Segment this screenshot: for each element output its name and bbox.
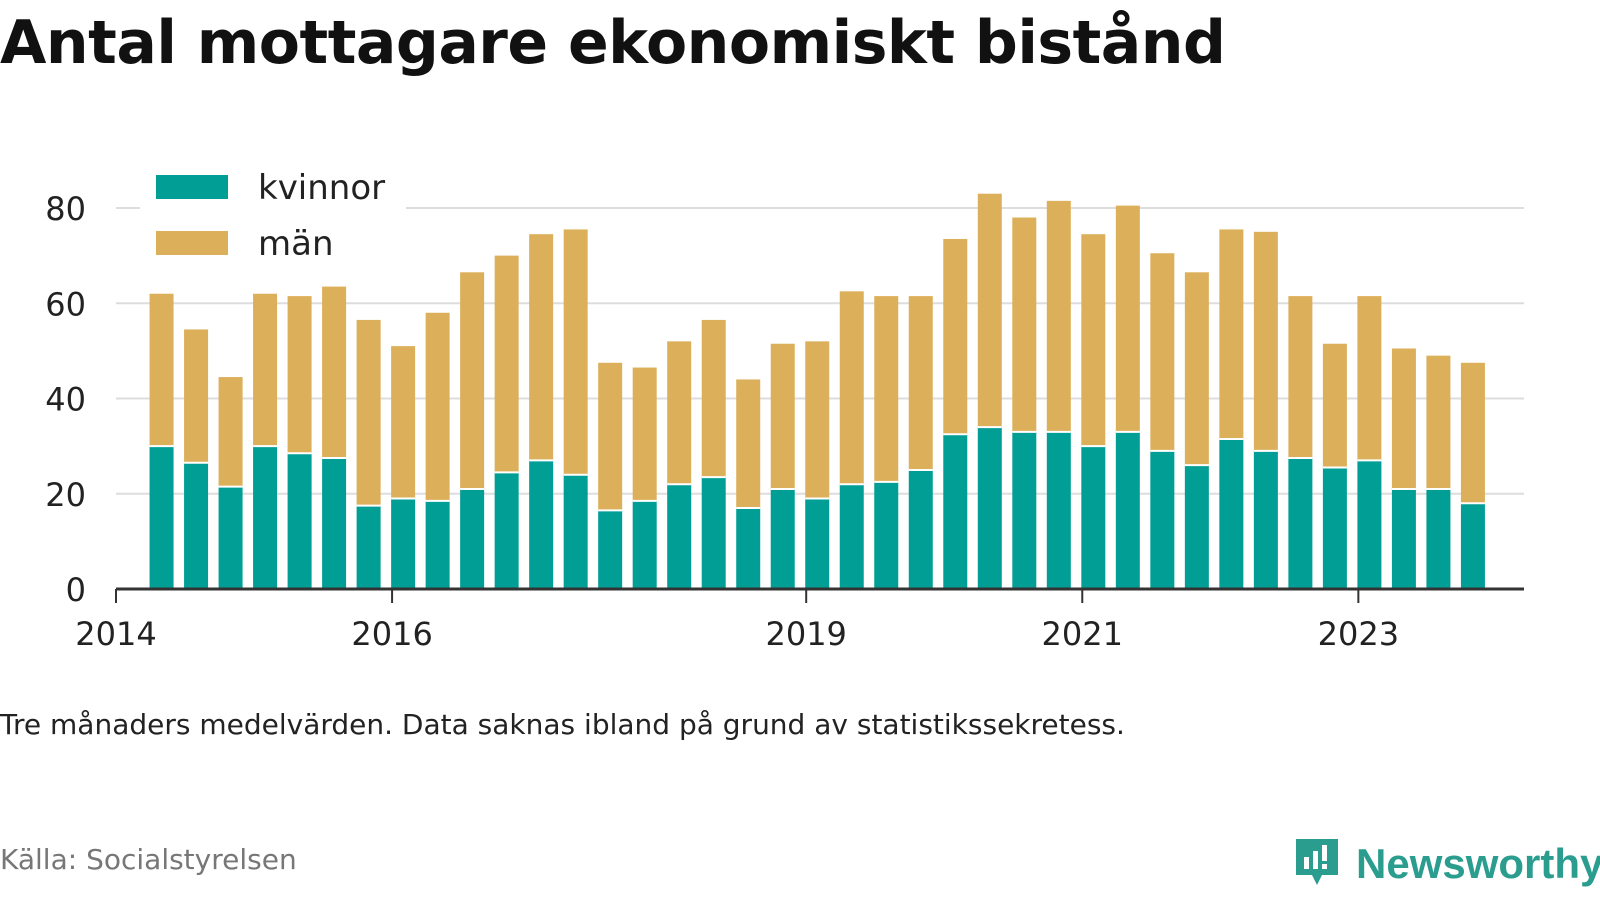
x-tick-label: 2014 xyxy=(75,615,156,653)
bar-kvinnor xyxy=(218,486,243,589)
bar-man xyxy=(1012,217,1037,432)
bar-kvinnor xyxy=(1322,467,1347,589)
bar-kvinnor xyxy=(1115,431,1140,589)
bar-kvinnor xyxy=(149,446,174,589)
bar-man xyxy=(770,343,795,489)
stacked-bar-chart: 0 20 40 60 80 2014 2016 2019 2021 2023 kvinnor män xyxy=(45,168,1524,653)
bar-kvinnor xyxy=(874,481,899,589)
bar-kvinnor xyxy=(529,460,554,589)
bar-kvinnor xyxy=(563,474,588,589)
bar-man xyxy=(874,296,899,482)
bar-man xyxy=(1219,229,1244,439)
bar-kvinnor xyxy=(805,498,830,589)
legend-label: kvinnor xyxy=(258,168,385,208)
bar-kvinnor xyxy=(1046,431,1071,589)
bar-man xyxy=(494,255,519,473)
x-tick-label: 2021 xyxy=(1042,615,1123,653)
bar-kvinnor xyxy=(460,488,485,589)
bar-kvinnor xyxy=(356,505,381,589)
bar-man xyxy=(391,346,416,499)
bar-man xyxy=(977,193,1002,428)
bar-man xyxy=(908,296,933,470)
legend-swatch xyxy=(156,175,228,199)
bar-man xyxy=(287,296,312,454)
x-tick-label: 2016 xyxy=(351,615,432,653)
bar-kvinnor xyxy=(736,508,761,589)
bar-kvinnor xyxy=(1184,465,1209,589)
bar-kvinnor xyxy=(1426,488,1451,589)
bar-man xyxy=(667,341,692,485)
x-tick-label: 2019 xyxy=(765,615,846,653)
bar-kvinnor xyxy=(1150,450,1175,589)
bar-kvinnor xyxy=(322,458,347,589)
bar-kvinnor xyxy=(494,472,519,589)
bar-kvinnor xyxy=(391,498,416,589)
y-tick-label: 20 xyxy=(45,476,86,514)
bar-man xyxy=(356,319,381,506)
bar-kvinnor xyxy=(425,500,450,589)
bar-man xyxy=(425,312,450,501)
chart-title: Antal mottagare ekonomiskt bistånd xyxy=(0,8,1226,78)
bar-man xyxy=(701,319,726,478)
bar-kvinnor xyxy=(1357,460,1382,589)
bar-man xyxy=(460,272,485,489)
bar-man xyxy=(1184,272,1209,466)
x-tick-label: 2023 xyxy=(1318,615,1399,653)
bar-man xyxy=(1115,205,1140,432)
bar-man xyxy=(253,293,278,447)
bar-man xyxy=(218,377,243,487)
newsworthy-logo-icon xyxy=(1292,835,1342,893)
bar-kvinnor xyxy=(253,446,278,589)
y-tick-label: 0 xyxy=(66,571,86,609)
bar-man xyxy=(839,291,864,485)
chart-note: Tre månaders medelvärden. Data saknas ib… xyxy=(0,708,1125,741)
source-label: Källa: Socialstyrelsen xyxy=(0,843,297,876)
bar-man xyxy=(1081,234,1106,447)
brand-logo[interactable]: Newsworthy xyxy=(1292,836,1600,892)
bar-man xyxy=(736,379,761,509)
bar-kvinnor xyxy=(1253,450,1278,589)
bar-kvinnor xyxy=(1081,446,1106,589)
bar-man xyxy=(632,367,657,501)
bar-kvinnor xyxy=(977,427,1002,589)
bar-kvinnor xyxy=(1012,431,1037,589)
bar-man xyxy=(805,341,830,499)
y-tick-label: 80 xyxy=(45,190,86,228)
bar-kvinnor xyxy=(701,477,726,589)
bar-man xyxy=(149,293,174,447)
bar-kvinnor xyxy=(632,500,657,589)
bar-kvinnor xyxy=(1460,503,1485,589)
bar-kvinnor xyxy=(943,434,968,589)
bar-kvinnor xyxy=(287,453,312,589)
bar-man xyxy=(1357,296,1382,461)
bar-kvinnor xyxy=(1288,458,1313,589)
legend-label: män xyxy=(258,224,334,264)
bar-man xyxy=(1253,231,1278,451)
bar-kvinnor xyxy=(1391,488,1416,589)
bar-man xyxy=(943,238,968,435)
y-tick-label: 40 xyxy=(45,381,86,419)
bar-man xyxy=(1046,200,1071,432)
bar-man xyxy=(184,329,209,463)
bar-man xyxy=(1426,355,1451,489)
bar-kvinnor xyxy=(839,484,864,589)
bar-man xyxy=(563,229,588,475)
bar-man xyxy=(1288,296,1313,459)
bar-kvinnor xyxy=(667,484,692,589)
y-tick-label: 60 xyxy=(45,285,86,323)
bar-kvinnor xyxy=(598,510,623,589)
bar-man xyxy=(1391,348,1416,489)
bar-man xyxy=(322,286,347,459)
bar-man xyxy=(1150,253,1175,451)
brand-name: Newsworthy xyxy=(1356,840,1600,887)
bar-man xyxy=(1322,343,1347,468)
bar-man xyxy=(529,234,554,461)
bar-kvinnor xyxy=(1219,438,1244,589)
bar-kvinnor xyxy=(770,488,795,589)
bar-man xyxy=(1460,362,1485,504)
bar-man xyxy=(598,362,623,511)
bar-kvinnor xyxy=(184,462,209,589)
bar-kvinnor xyxy=(908,469,933,589)
legend-swatch xyxy=(156,231,228,255)
